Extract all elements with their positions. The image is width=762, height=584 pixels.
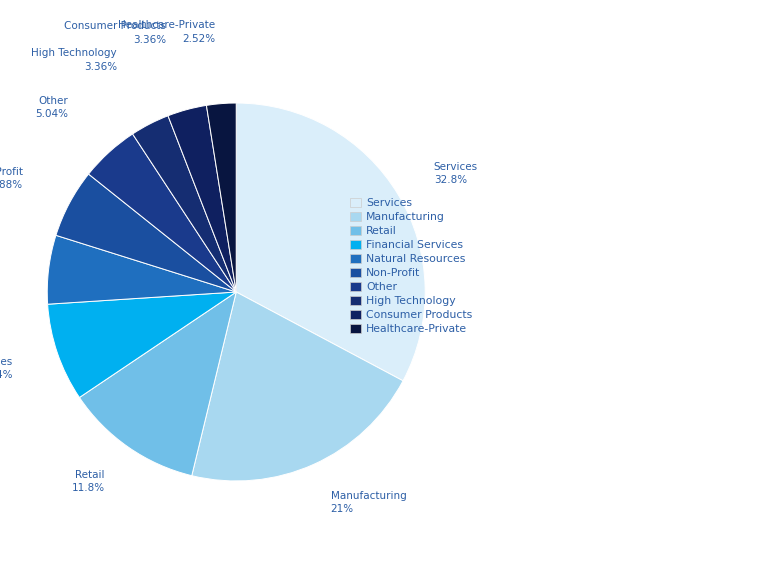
Wedge shape [56, 174, 236, 292]
Wedge shape [47, 235, 236, 304]
Wedge shape [207, 103, 236, 292]
Wedge shape [168, 105, 236, 292]
Text: Services
32.8%: Services 32.8% [434, 162, 478, 185]
Wedge shape [48, 292, 236, 398]
Text: Retail
11.8%: Retail 11.8% [72, 470, 104, 493]
Wedge shape [133, 116, 236, 292]
Text: Financial Services
8.4%: Financial Services 8.4% [0, 357, 13, 380]
Legend: Services, Manufacturing, Retail, Financial Services, Natural Resources, Non-Prof: Services, Manufacturing, Retail, Financi… [346, 193, 477, 339]
Wedge shape [88, 134, 236, 292]
Text: Non-Profit
5.88%: Non-Profit 5.88% [0, 166, 23, 190]
Text: High Technology
3.36%: High Technology 3.36% [31, 48, 117, 72]
Wedge shape [236, 103, 425, 381]
Text: Consumer Products
3.36%: Consumer Products 3.36% [64, 22, 166, 44]
Text: Healthcare-Private
2.52%: Healthcare-Private 2.52% [118, 20, 216, 44]
Text: Other
5.04%: Other 5.04% [35, 96, 69, 119]
Wedge shape [192, 292, 403, 481]
Wedge shape [79, 292, 236, 476]
Text: Manufacturing
21%: Manufacturing 21% [331, 491, 406, 514]
